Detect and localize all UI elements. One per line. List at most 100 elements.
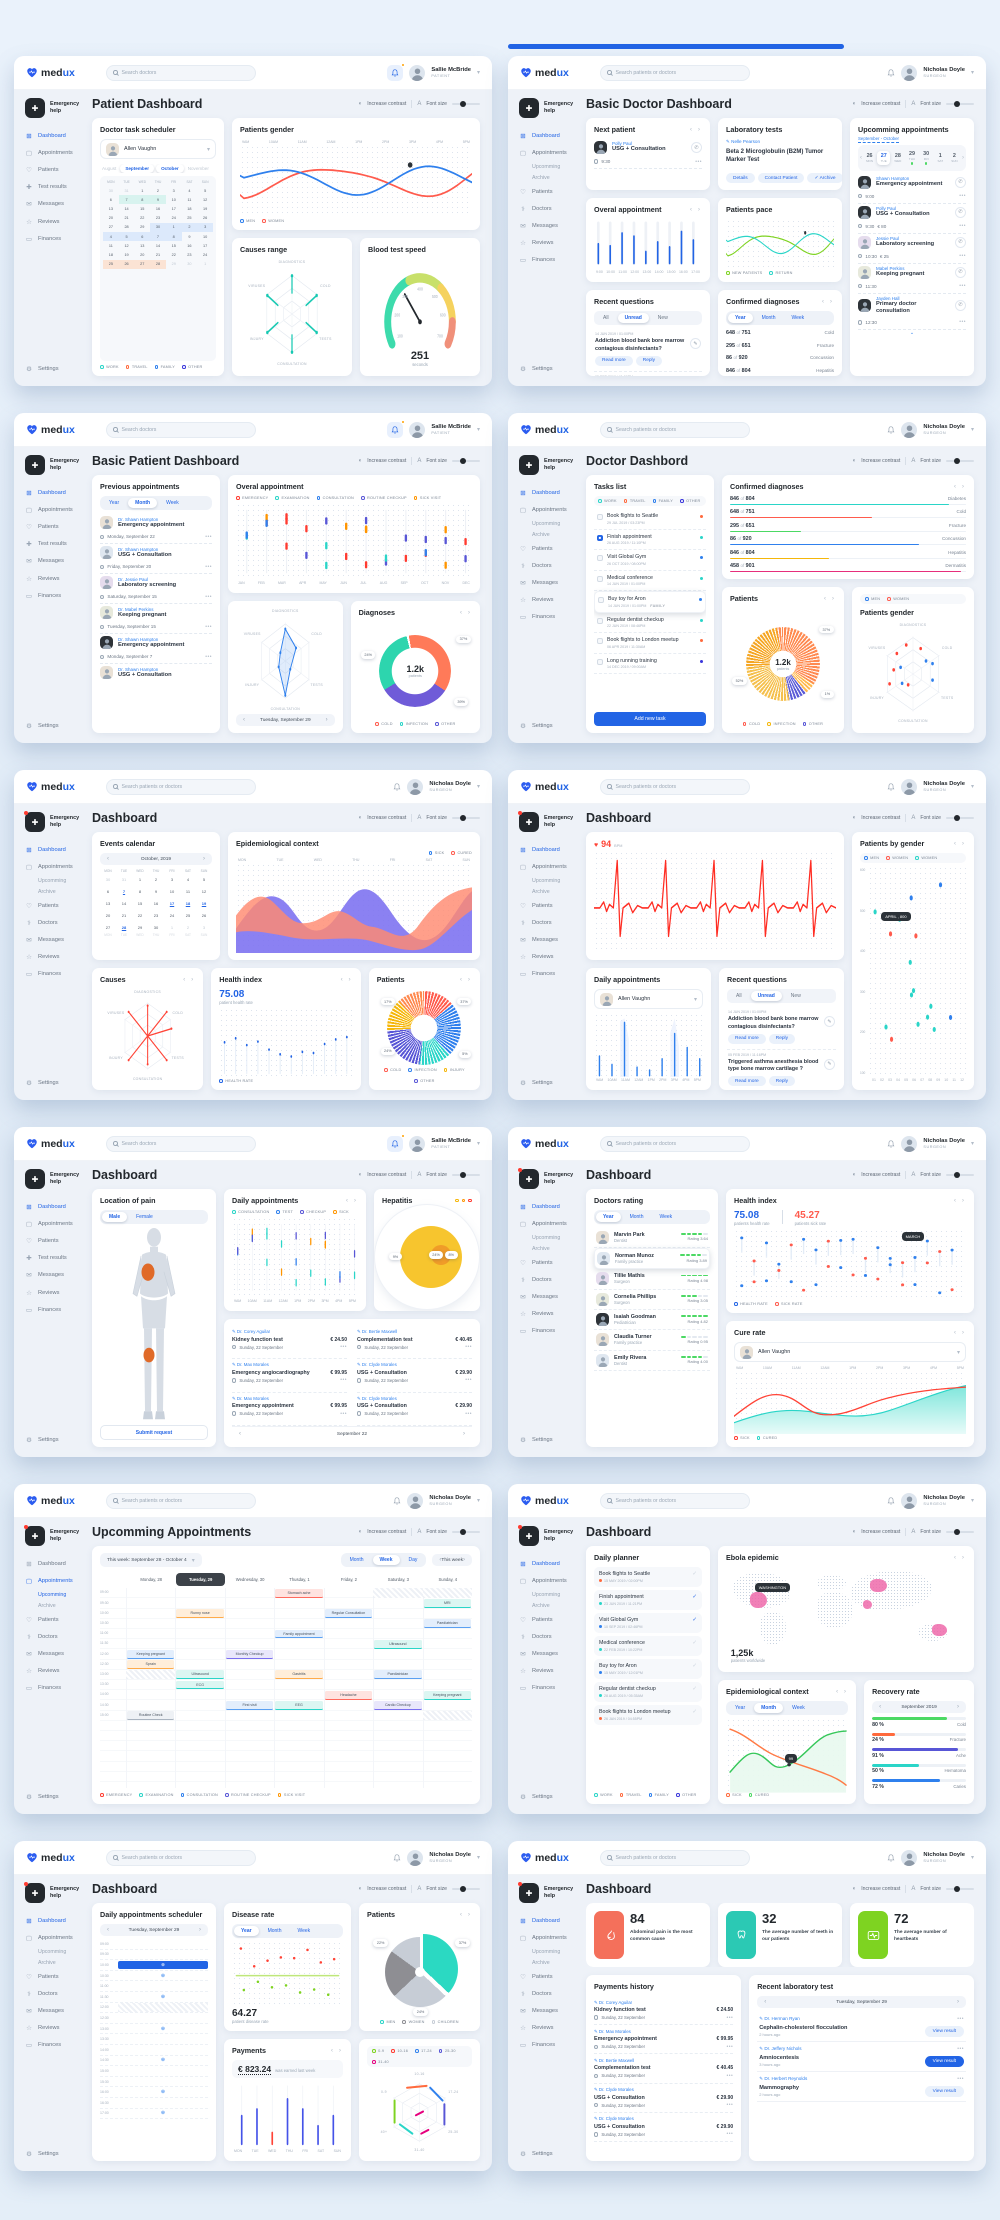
font-size-label[interactable]: Font size: [920, 1172, 941, 1178]
calendar-day[interactable]: 30: [187, 262, 192, 267]
schedule-row[interactable]: 14:30 ⊕: [100, 2056, 208, 2067]
bell-icon[interactable]: [393, 1853, 401, 1862]
panel-chevrons[interactable]: ‹ ›: [340, 976, 353, 983]
sidebar-item-settings[interactable]: ⚙ Settings: [25, 718, 84, 735]
sidebar-item-appointments[interactable]: ▢ Appointments: [519, 1572, 578, 1589]
calendar-day[interactable]: 22: [171, 252, 176, 257]
comment-icon[interactable]: ✎: [824, 1016, 835, 1028]
task-checkbox[interactable]: [597, 617, 603, 624]
schedule-lane[interactable]: [118, 2013, 208, 2023]
event-ultrasound[interactable]: Ultrasound: [374, 1639, 422, 1649]
calendar-day[interactable]: 11: [185, 889, 191, 895]
doctor-name[interactable]: Dr. Max Morales: [236, 1362, 269, 1368]
app-logo[interactable]: medux: [26, 1138, 98, 1150]
sidebar-item-messages[interactable]: ✉ Messages: [25, 2002, 84, 2019]
search-input[interactable]: Search doctors: [106, 1135, 256, 1152]
sidebar-subitem-archive[interactable]: Archive: [532, 1959, 550, 1966]
sidebar-item-doctors[interactable]: ⚕ Doctors: [519, 1985, 578, 2002]
calendar-day[interactable]: 30: [153, 924, 159, 930]
pager-prev-icon[interactable]: ‹: [764, 1999, 767, 2005]
tab-year[interactable]: Year: [234, 1926, 259, 1937]
calendar-day[interactable]: 5: [202, 877, 206, 883]
font-size-slider[interactable]: [946, 1885, 974, 1893]
more-icon[interactable]: •••: [340, 1377, 347, 1384]
schedule-row[interactable]: 16:30: [100, 2098, 208, 2109]
schedule-lane[interactable]: [118, 2045, 208, 2055]
schedule-lane[interactable]: [118, 1950, 208, 1960]
event-family-appointment[interactable]: Family appointment: [275, 1629, 323, 1639]
calendar-day[interactable]: 16: [155, 206, 161, 211]
doctor-rating-row[interactable]: Norman Munoz Family practice Rating 3.89: [594, 1247, 710, 1270]
doctor-name[interactable]: Dr. Clyde Morales: [598, 2116, 634, 2122]
panel-chevrons[interactable]: ‹ ›: [345, 1197, 358, 1204]
lab-action-button[interactable]: ✓ Archive: [807, 173, 842, 183]
sidebar-item-patients[interactable]: ♡ Patients: [519, 1611, 578, 1628]
person-name[interactable]: Jayden Hall: [876, 295, 900, 301]
day-cell[interactable]: 27 TUE: [877, 150, 891, 165]
sidebar-item-settings[interactable]: ⚙ Settings: [519, 718, 578, 735]
calendar-day[interactable]: 14: [121, 900, 127, 906]
task-check-icon[interactable]: ✓: [692, 1663, 697, 1669]
search-input[interactable]: Search patients or doctors: [106, 1492, 256, 1509]
schedule-row[interactable]: 11:30 ⊕: [100, 1992, 208, 2003]
person-name[interactable]: Shawn Hampton: [876, 176, 910, 182]
more-icon[interactable]: •••: [959, 193, 966, 200]
calendar-day[interactable]: 27: [105, 924, 111, 930]
calendar-day[interactable]: 2: [186, 924, 190, 930]
schedule-row[interactable]: 11:00: [100, 1981, 208, 1992]
more-icon[interactable]: •••: [695, 158, 702, 165]
event-keeping-pregnant[interactable]: Keeping pregnant: [423, 1690, 471, 1700]
doctor-name[interactable]: Marvin Park: [614, 1231, 645, 1238]
pager-next-icon[interactable]: ›: [462, 1431, 465, 1437]
more-icon[interactable]: •••: [205, 563, 212, 570]
calendar-day[interactable]: 22: [140, 216, 145, 221]
pager-prev-icon[interactable]: ‹: [107, 1927, 109, 1933]
calendar-day[interactable]: 1: [138, 877, 142, 883]
panel-chevrons[interactable]: ‹ ›: [330, 2047, 344, 2054]
sidebar-item-messages[interactable]: ✉ Messages: [519, 1645, 578, 1662]
event-keeping-pregnant[interactable]: Keeping pregnant: [127, 1650, 175, 1659]
app-logo[interactable]: medux: [26, 1852, 98, 1864]
slot-add-icon[interactable]: ⊕: [160, 1993, 166, 2000]
app-logo[interactable]: medux: [520, 1495, 592, 1507]
app-logo[interactable]: medux: [26, 781, 98, 793]
calendar-day[interactable]: 17: [203, 243, 208, 248]
calendar-day[interactable]: 25: [185, 912, 191, 918]
list-item[interactable]: Jessie Paul Laboratory screening ✆: [858, 234, 966, 251]
panel-chevrons[interactable]: ‹ ›: [823, 595, 836, 602]
tab-male[interactable]: Male: [102, 1212, 128, 1223]
doctor-name[interactable]: Isaiah Goodman: [614, 1314, 656, 1321]
sidebar-item-doctors[interactable]: ⚕ Doctors: [519, 200, 578, 217]
font-size-label[interactable]: Font size: [426, 1886, 447, 1892]
sidebar-item-messages[interactable]: ✉ Messages: [519, 1288, 578, 1305]
doctor-name[interactable]: Dr. Herbert Reynolds: [764, 2076, 808, 2081]
doctor-link[interactable]: ✎ Dr. Corey Aguilar: [232, 1329, 271, 1334]
sidebar-item-messages[interactable]: ✉ Messages: [25, 1267, 84, 1284]
task-item[interactable]: Book flights to Seattle 29 JUL 2019 / 03:…: [594, 509, 706, 530]
doctor-name[interactable]: Tillie Mathis: [614, 1273, 645, 1280]
doctor-name[interactable]: Dr. Max Morales: [236, 1395, 269, 1401]
task-item[interactable]: Buy toy for Aron 14 JUN 2019 / 01:00PM FAM…: [594, 591, 706, 613]
sidebar-item-reviews[interactable]: ☆ Reviews: [25, 213, 84, 230]
slider-knob[interactable]: [954, 100, 961, 108]
calendar-day[interactable]: 1: [165, 222, 182, 232]
calendar-day[interactable]: 17: [169, 900, 175, 906]
emergency-help-button[interactable]: ✚ Emergency help: [519, 98, 578, 118]
calendar-day[interactable]: 8: [165, 231, 182, 242]
more-icon[interactable]: •••: [465, 1377, 472, 1384]
doctor-name[interactable]: Dr. Shawn Hampton: [118, 636, 159, 642]
sidebar-item-appointments[interactable]: ▢ Appointments: [25, 1572, 84, 1589]
doctor-name[interactable]: Dr. Bertie Maxwell: [361, 1329, 398, 1334]
search-input[interactable]: Search patients or doctors: [600, 421, 750, 438]
sidebar-item-messages[interactable]: ✉ Messages: [25, 1645, 84, 1662]
day-cell[interactable]: 29 THU: [905, 149, 918, 167]
schedule-row[interactable]: 14:00: [100, 2045, 208, 2056]
bell-icon[interactable]: [393, 1496, 401, 1505]
sidebar-item-patients[interactable]: ♡ Patients: [25, 1611, 84, 1628]
doctor-name[interactable]: Nelle Pearson: [731, 139, 760, 144]
doctor-name[interactable]: Norman Munoz: [615, 1252, 654, 1259]
tab-unread[interactable]: Unread: [750, 991, 782, 1002]
schedule-lane[interactable]: ⊕: [118, 1992, 208, 2002]
user-info[interactable]: Nicholas Doyle SURGEON: [429, 1495, 471, 1507]
user-avatar[interactable]: [901, 778, 918, 795]
